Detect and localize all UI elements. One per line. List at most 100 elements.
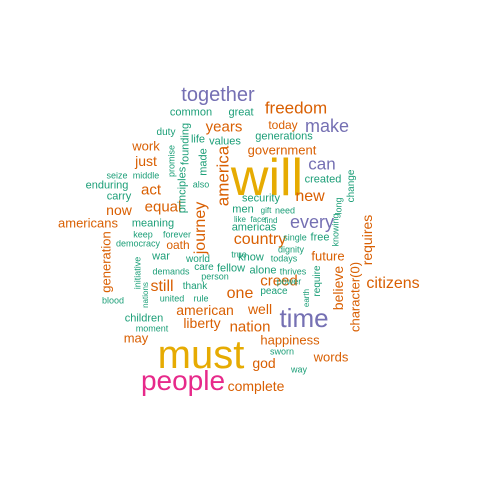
word-happiness: happiness xyxy=(260,332,320,348)
word-americans: americans xyxy=(58,215,118,231)
word-free: free xyxy=(310,231,330,244)
word-created: created xyxy=(304,173,342,186)
word-complete: complete xyxy=(227,378,285,394)
word-generation: generation xyxy=(98,231,114,293)
word-long: long xyxy=(333,197,344,215)
word-believe: believe xyxy=(330,265,346,311)
word-thank: thank xyxy=(182,281,208,292)
word-requires: requires xyxy=(359,214,375,266)
word-find: find xyxy=(264,216,278,225)
word-keep: keep xyxy=(133,229,153,240)
word-make: make xyxy=(304,116,350,136)
word-seize: seize xyxy=(106,170,128,181)
word-children: children xyxy=(124,312,164,325)
word-blood: blood xyxy=(101,295,125,306)
word-care: care xyxy=(194,262,214,273)
word-principles: principles xyxy=(176,166,189,214)
word-democracy: democracy xyxy=(115,238,161,249)
word-face: face xyxy=(250,215,266,224)
word-nation: nation xyxy=(229,318,271,336)
word-change: change xyxy=(346,169,357,203)
word-world: world xyxy=(186,254,210,265)
word-can: can xyxy=(308,154,336,174)
word-now: now xyxy=(106,202,132,218)
word-thrives: thrives xyxy=(279,266,307,277)
word-todays: todays xyxy=(270,253,298,264)
word-just: just xyxy=(135,153,157,169)
word-future: future xyxy=(311,248,345,264)
word-security: security xyxy=(242,192,280,205)
word-journey: journey xyxy=(192,201,209,255)
word-moment: moment xyxy=(135,323,169,334)
word-promise: promise xyxy=(166,144,177,178)
word-nations: nations xyxy=(141,282,150,308)
word-true: true xyxy=(231,249,247,260)
word-americas: americas xyxy=(231,221,277,234)
word-knowing: knowing xyxy=(330,213,341,247)
word-sworn: sworn xyxy=(269,346,295,357)
word-words: words xyxy=(313,349,349,365)
word-fellow: fellow xyxy=(216,262,246,275)
word-middle: middle xyxy=(132,170,160,181)
word-common: common xyxy=(169,106,213,119)
word-power: power xyxy=(276,276,302,287)
word-war: war xyxy=(152,250,170,263)
word-require: require xyxy=(312,265,323,297)
word-act: act xyxy=(140,181,162,199)
word-time: time xyxy=(279,303,329,333)
word-single: single xyxy=(283,232,307,243)
word-freedom: freedom xyxy=(264,98,328,118)
word-life: life xyxy=(190,133,206,146)
word-rule: rule xyxy=(193,293,209,304)
word-every: every xyxy=(289,212,335,232)
word-work: work xyxy=(132,138,160,154)
word-need: need xyxy=(274,205,296,216)
word-will: will xyxy=(230,149,304,207)
word-values: values xyxy=(209,135,241,148)
word-demands: demands xyxy=(152,266,190,277)
word-dignity: dignity xyxy=(277,244,305,255)
word-oath: oath xyxy=(166,238,190,252)
word-way: way xyxy=(290,364,308,375)
word-person: person xyxy=(201,271,229,282)
word-liberty: liberty xyxy=(183,315,221,331)
word-may: may xyxy=(123,330,149,346)
word-great: great xyxy=(228,106,254,119)
word-country: country xyxy=(233,231,287,248)
word-equal: equal xyxy=(144,198,182,216)
word-gift: gift xyxy=(260,206,272,215)
word-one: one xyxy=(226,285,254,302)
word-duty: duty xyxy=(156,127,176,138)
word-carry: carry xyxy=(106,190,132,203)
word-men: men xyxy=(232,203,254,216)
word-citizens: citizens xyxy=(366,275,420,292)
word-government: government xyxy=(247,142,317,158)
word-god: god xyxy=(252,355,276,371)
word-new: new xyxy=(295,188,325,205)
word-together: together xyxy=(181,84,255,106)
word-enduring: enduring xyxy=(85,179,129,192)
word-generations: generations xyxy=(255,130,313,143)
word-american: american xyxy=(176,302,234,318)
word-alone: alone xyxy=(249,264,277,277)
word-meaning: meaning xyxy=(131,217,175,230)
word-well: well xyxy=(247,301,273,317)
word-made: made xyxy=(197,148,210,176)
word-must: must xyxy=(157,333,245,377)
word-earth: earth xyxy=(302,288,311,308)
word-character0: character(0) xyxy=(347,261,363,333)
word-years: years xyxy=(205,118,243,136)
word-also: also xyxy=(192,179,210,190)
word-united: united xyxy=(159,293,185,304)
word-forever: forever xyxy=(162,229,192,240)
word-today: today xyxy=(268,118,298,132)
word-peace: peace xyxy=(260,286,288,297)
word-creed: creed xyxy=(260,272,298,290)
word-america: america xyxy=(213,145,233,207)
word-people: people xyxy=(140,365,226,396)
word-like: like xyxy=(233,215,247,224)
word-founding: founding xyxy=(179,122,192,166)
word-still: still xyxy=(150,278,174,295)
word-know: know xyxy=(238,251,264,264)
